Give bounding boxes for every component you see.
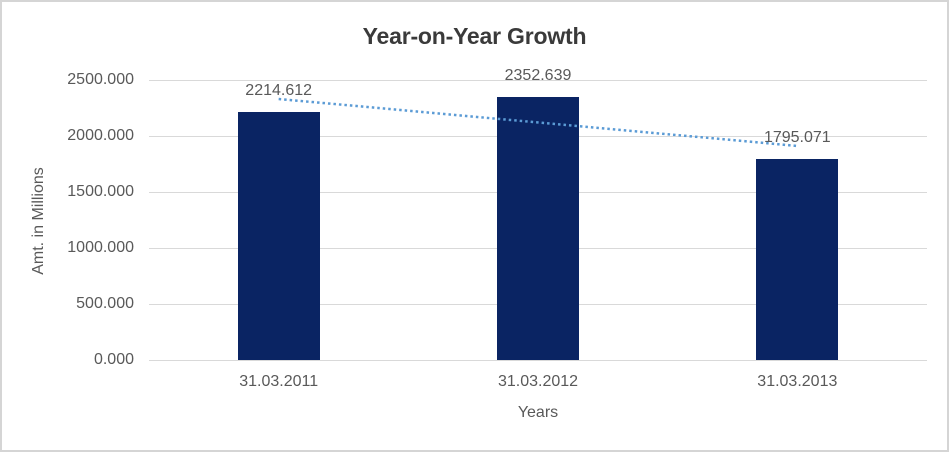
x-axis-tick-label: 31.03.2011 <box>239 373 319 390</box>
bar <box>756 158 839 360</box>
data-label: 2214.612 <box>245 81 313 99</box>
y-axis-tick-label: 1500.000 <box>67 183 134 200</box>
y-axis-tick-label: 1000.000 <box>67 239 134 256</box>
data-label: 2352.639 <box>504 66 572 84</box>
plot-area: 2500.000 2000.000 1500.000 1000.000 500.000 0… <box>67 67 927 390</box>
x-axis-title: Years <box>517 404 559 421</box>
gridline <box>149 79 927 81</box>
y-axis-tick-label: 2500.000 <box>67 71 134 88</box>
data-label: 1795.071 <box>763 128 831 146</box>
y-axis-tick-label: 2000.000 <box>67 127 134 144</box>
bar <box>497 96 579 360</box>
chart-title: Year-on-Year Growth <box>362 23 587 49</box>
y-axis-tick-label: 500.000 <box>76 295 134 312</box>
y-axis-title: Amt. in Millions <box>30 167 47 275</box>
gridline <box>149 359 927 361</box>
bar <box>237 111 320 360</box>
x-axis-tick-label: 31.03.2013 <box>757 373 838 390</box>
x-axis-tick-label: 31.03.2012 <box>497 373 579 390</box>
y-axis-tick-label: 0.000 <box>93 351 134 368</box>
